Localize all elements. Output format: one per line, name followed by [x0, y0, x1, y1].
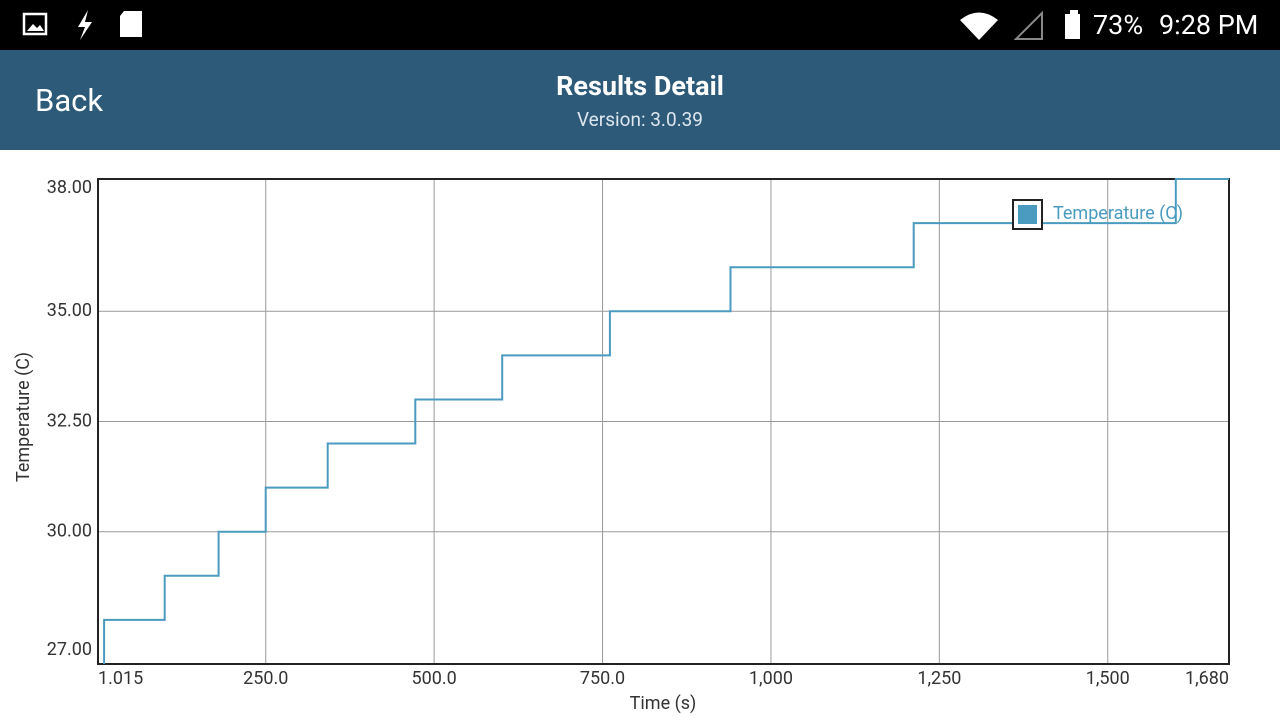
clock: 9:28 PM: [1159, 9, 1259, 41]
status-bar: 73% 9:28 PM: [0, 0, 1280, 50]
status-icons: [22, 10, 1083, 40]
y-tick-label: 35.00: [47, 300, 92, 321]
back-button[interactable]: Back: [35, 82, 104, 119]
x-tick-label: 1,680: [1185, 668, 1229, 689]
y-tick-label: 32.50: [47, 410, 92, 431]
app-bar: Back Results Detail Version: 3.0.39: [0, 50, 1280, 150]
x-axis-label: Time (s): [630, 693, 697, 714]
x-tick-label: 750.0: [580, 668, 625, 689]
plot-border: [97, 178, 1230, 665]
y-tick-label: 27.00: [47, 639, 92, 660]
x-tick-label: 250.0: [243, 668, 288, 689]
x-tick-label: 1,250: [917, 668, 961, 689]
flash-icon: [78, 10, 92, 40]
battery-icon: [1065, 14, 1083, 39]
version-label: Version: 3.0.39: [576, 108, 703, 131]
battery-tip: [1070, 10, 1078, 15]
y-tick-label: 38.00: [47, 177, 92, 198]
data-line: [103, 178, 1229, 664]
sd-icon: [120, 11, 142, 37]
x-tick-label: 500.0: [412, 668, 457, 689]
y-tick-label: 30.00: [47, 520, 92, 541]
x-tick-label: 1.015: [98, 668, 143, 689]
gallery-icon: [22, 12, 48, 36]
chart: Temperature (C) Time (s) 27.00 30.00 32.50…: [13, 177, 1230, 714]
signal-icon: [1013, 10, 1043, 40]
wifi-icon: [960, 12, 998, 40]
screen-title: Results Detail: [556, 70, 724, 102]
gallery-icon-shape: [27, 24, 44, 31]
legend-label: Temperature (C): [1053, 203, 1183, 224]
legend-swatch: [1018, 205, 1037, 224]
battery-level: 73%: [1093, 9, 1144, 41]
x-tick-label: 1,500: [1086, 668, 1130, 689]
x-tick-label: 1,000: [749, 668, 793, 689]
y-axis-label: Temperature (C): [13, 352, 34, 482]
